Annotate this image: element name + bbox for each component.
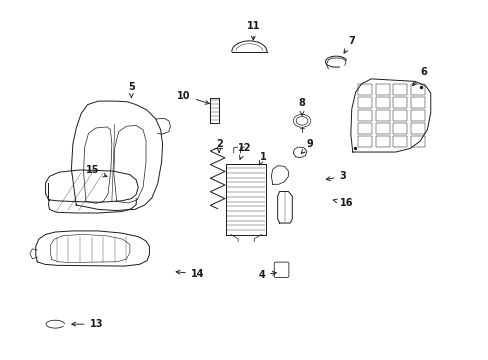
Text: 1: 1: [259, 152, 266, 165]
Text: 3: 3: [325, 171, 346, 181]
Bar: [375, 97, 389, 108]
Text: 8: 8: [298, 98, 305, 115]
Bar: [357, 110, 371, 121]
Bar: [357, 123, 371, 134]
Bar: [375, 110, 389, 121]
Text: 9: 9: [301, 139, 313, 153]
Text: 13: 13: [72, 319, 103, 329]
Bar: [393, 97, 407, 108]
Text: 10: 10: [177, 91, 209, 104]
Text: 12: 12: [237, 143, 251, 159]
Text: 5: 5: [128, 82, 135, 98]
Text: 15: 15: [85, 165, 107, 177]
Text: 2: 2: [215, 139, 222, 152]
Bar: [375, 84, 389, 95]
Text: 14: 14: [176, 269, 204, 279]
Bar: [410, 110, 424, 121]
Bar: [375, 136, 389, 147]
Bar: [410, 97, 424, 108]
Bar: [357, 136, 371, 147]
Text: 7: 7: [344, 36, 354, 53]
Bar: [393, 84, 407, 95]
Bar: [393, 136, 407, 147]
Text: 4: 4: [258, 270, 276, 280]
Bar: [410, 84, 424, 95]
Bar: [357, 84, 371, 95]
Bar: [393, 110, 407, 121]
Bar: [375, 123, 389, 134]
Bar: [410, 123, 424, 134]
Bar: [393, 123, 407, 134]
Text: 6: 6: [412, 67, 426, 86]
Text: 16: 16: [332, 198, 352, 208]
Bar: [357, 97, 371, 108]
Text: 11: 11: [246, 21, 260, 40]
Bar: [410, 136, 424, 147]
